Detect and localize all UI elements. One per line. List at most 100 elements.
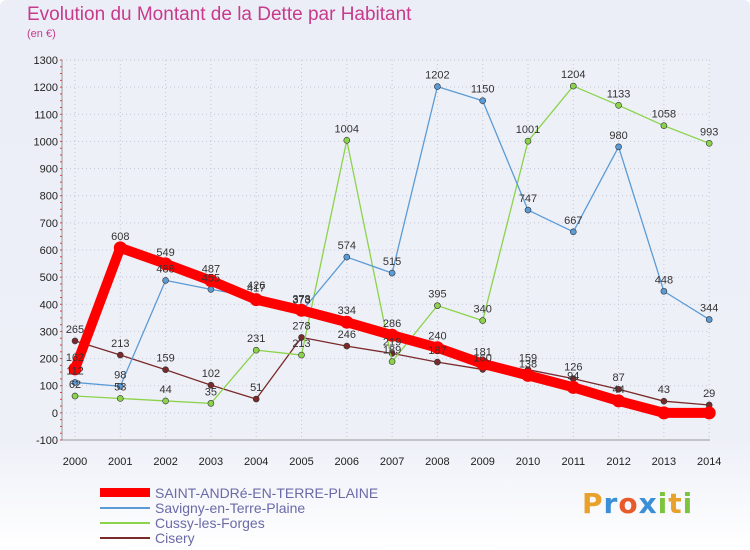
legend-swatch <box>100 521 150 524</box>
legend-swatch <box>100 536 150 539</box>
data-point <box>117 351 124 359</box>
y-tick-label: 300 <box>40 326 58 338</box>
data-label: 344 <box>700 302 718 314</box>
data-label: 1004 <box>335 123 359 135</box>
data-label: 213 <box>111 338 129 350</box>
y-tick-label: -100 <box>36 435 58 447</box>
data-label: 549 <box>156 247 174 259</box>
logo-letter: i <box>682 487 694 520</box>
data-label: 51 <box>250 382 262 394</box>
data-label: 189 <box>383 345 401 357</box>
data-point <box>343 137 351 144</box>
data-point <box>207 286 215 293</box>
y-tick-label: 100 <box>40 381 58 393</box>
data-label: 102 <box>202 368 220 380</box>
data-point <box>657 406 671 420</box>
legend-item: Savigny-en-Terre-Plaine <box>100 500 378 515</box>
data-point <box>434 83 441 90</box>
data-point <box>388 269 396 277</box>
data-point <box>298 334 305 341</box>
data-label: 747 <box>519 193 537 205</box>
y-tick-label: 700 <box>40 218 58 230</box>
y-tick-label: 500 <box>40 272 58 284</box>
data-point <box>113 241 127 255</box>
data-point <box>71 337 79 345</box>
x-tick-label: 2006 <box>335 456 359 468</box>
data-point <box>434 358 441 366</box>
data-point <box>252 395 260 403</box>
logo-letter: i <box>657 487 669 520</box>
data-point <box>476 357 490 371</box>
data-point <box>385 328 399 342</box>
data-point <box>660 287 668 295</box>
x-tick-label: 2010 <box>516 456 540 468</box>
legend-label: SAINT-ANDRé-EN-TERRE-PLAINE <box>155 484 379 501</box>
legend-label: Savigny-en-Terre-Plaine <box>155 499 306 516</box>
data-label: 1133 <box>607 88 631 100</box>
data-label: 219 <box>383 336 401 348</box>
x-tick-label: 2004 <box>244 456 268 468</box>
legend-swatch <box>100 506 150 509</box>
data-label: 160 <box>474 352 492 364</box>
logo-letter: o <box>618 487 639 520</box>
y-tick-label: 600 <box>40 245 58 257</box>
x-tick-label: 2003 <box>199 456 223 468</box>
data-point <box>388 358 396 365</box>
y-tick-label: 900 <box>40 164 58 176</box>
data-point <box>295 303 308 317</box>
x-tick-label: 2014 <box>697 456 721 468</box>
chart-title: Evolution du Montant de la Dette par Hab… <box>27 4 412 25</box>
data-label: 1202 <box>425 70 449 82</box>
x-tick-label: 2001 <box>108 456 132 468</box>
y-tick-label: 800 <box>40 191 58 203</box>
data-label: 35 <box>205 386 217 398</box>
data-label: 138 <box>519 358 537 370</box>
data-point <box>343 253 351 261</box>
y-tick-label: 0 <box>52 408 58 420</box>
data-label: 608 <box>111 231 129 243</box>
logo-letter: x <box>638 487 658 520</box>
data-point <box>521 368 535 382</box>
y-tick-label: 400 <box>40 299 58 311</box>
data-label: 187 <box>428 345 446 357</box>
data-label: 1204 <box>561 69 585 81</box>
data-point <box>71 379 79 386</box>
data-label: 240 <box>428 331 446 343</box>
legend-swatch <box>100 488 150 497</box>
legend: SAINT-ANDRé-EN-TERRE-PLAINE Savigny-en-Te… <box>100 485 378 545</box>
legend-label: Cussy-les-Forges <box>155 514 265 531</box>
x-tick-label: 2011 <box>561 456 585 468</box>
x-tick-label: 2009 <box>470 456 494 468</box>
data-point <box>252 346 260 354</box>
data-label: 87 <box>612 372 624 384</box>
data-point <box>430 341 444 355</box>
data-point <box>159 257 173 271</box>
data-label: 980 <box>609 130 627 142</box>
logo-letter: P <box>582 487 604 520</box>
x-tick-label: 2002 <box>153 456 177 468</box>
data-label: 993 <box>700 126 718 138</box>
data-label: 340 <box>474 304 492 316</box>
data-label: 43 <box>658 384 670 396</box>
data-label: 334 <box>338 305 356 317</box>
data-label: 112 <box>66 365 84 377</box>
data-label: 265 <box>66 324 84 336</box>
data-label: 44 <box>159 384 171 396</box>
data-point <box>566 380 580 394</box>
data-point <box>660 397 668 405</box>
data-label: 126 <box>564 362 582 374</box>
legend-label: Cisery <box>155 529 195 546</box>
data-point <box>298 351 305 359</box>
data-label: 417 <box>247 283 265 295</box>
data-point <box>524 137 532 145</box>
data-label: 181 <box>474 347 492 359</box>
data-label: 286 <box>383 318 401 330</box>
data-label: 246 <box>338 329 356 341</box>
data-point <box>117 382 124 390</box>
logo-letter: r <box>603 487 619 520</box>
data-label: 278 <box>292 320 310 332</box>
data-point <box>162 397 169 405</box>
legend-item: SAINT-ANDRé-EN-TERRE-PLAINE <box>100 485 378 500</box>
data-point <box>524 206 532 214</box>
